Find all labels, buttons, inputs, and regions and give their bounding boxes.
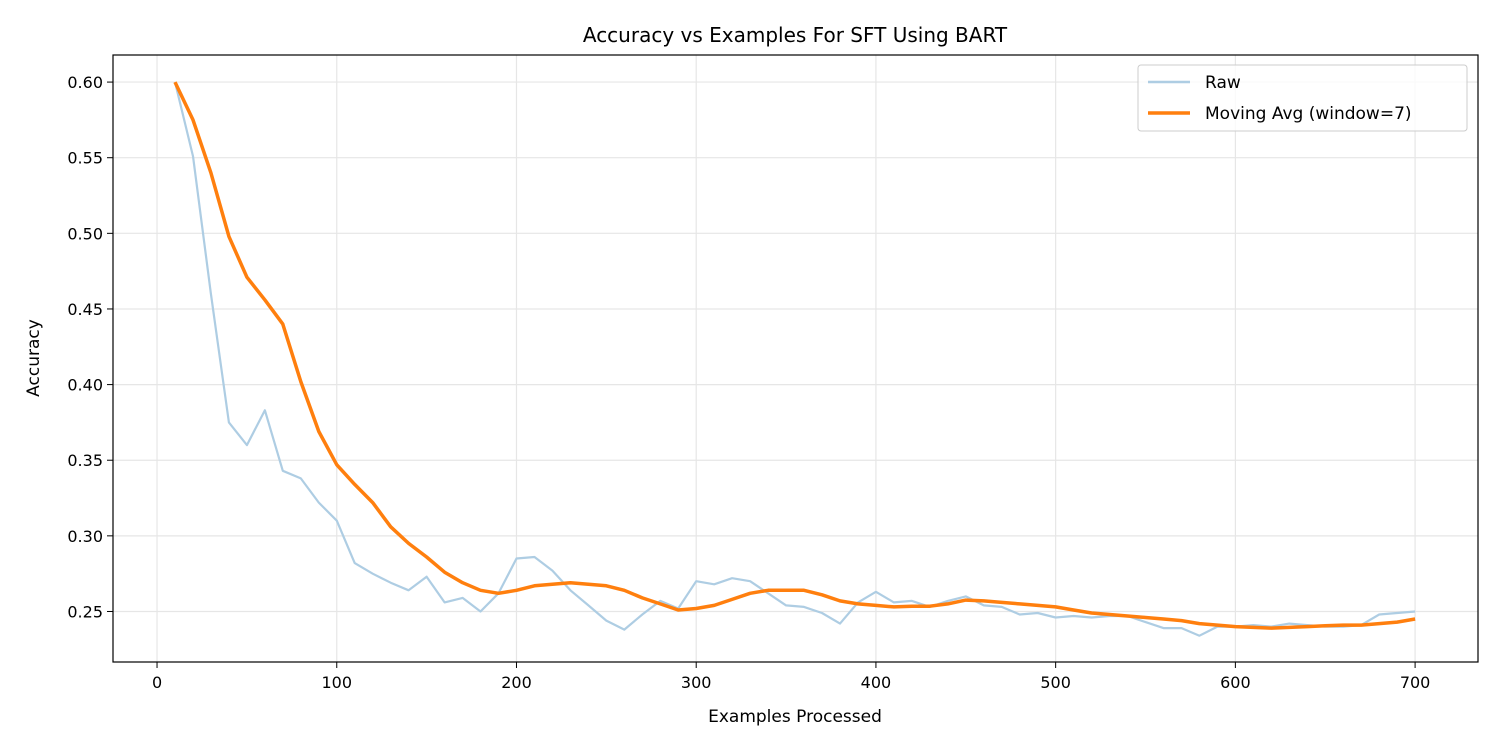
plot-frame <box>112 54 1479 663</box>
y-axis-ticks: 0.25 0.30 0.35 0.40 0.45 0.50 0.55 0.60 <box>67 73 113 621</box>
chart-title: Accuracy vs Examples For SFT Using BART <box>583 23 1008 47</box>
legend-box <box>1137 64 1468 132</box>
y-axis-label: Accuracy <box>24 319 44 397</box>
x-tick-label: 700 <box>1400 673 1431 692</box>
y-tick-label: 0.60 <box>67 73 103 92</box>
x-tick-label: 100 <box>321 673 352 692</box>
series-lines <box>173 81 1416 637</box>
y-tick-label: 0.25 <box>67 602 103 621</box>
x-tick-label: 200 <box>501 673 532 692</box>
x-tick-label: 300 <box>681 673 712 692</box>
y-tick-label: 0.50 <box>67 224 103 243</box>
y-tick-label: 0.35 <box>67 451 103 470</box>
x-tick-label: 500 <box>1040 673 1071 692</box>
x-tick-label: 400 <box>861 673 892 692</box>
y-tick-label: 0.45 <box>67 300 103 319</box>
x-axis-label: Examples Processed <box>708 707 882 727</box>
y-tick-label: 0.55 <box>67 149 103 168</box>
x-tick-label: 0 <box>152 673 162 692</box>
raw-series-line <box>173 81 1416 637</box>
legend-label-moving-avg: Moving Avg (window=7) <box>1205 104 1412 124</box>
moving-avg-series-line <box>173 81 1416 630</box>
x-tick-label: 600 <box>1220 673 1251 692</box>
y-tick-label: 0.30 <box>67 527 103 546</box>
y-tick-label: 0.40 <box>67 376 103 395</box>
grid <box>113 55 1478 662</box>
legend: Raw Moving Avg (window=7) <box>1137 64 1468 132</box>
x-axis-ticks: 0 100 200 300 400 500 600 700 <box>152 662 1430 692</box>
legend-label-raw: Raw <box>1205 73 1241 93</box>
